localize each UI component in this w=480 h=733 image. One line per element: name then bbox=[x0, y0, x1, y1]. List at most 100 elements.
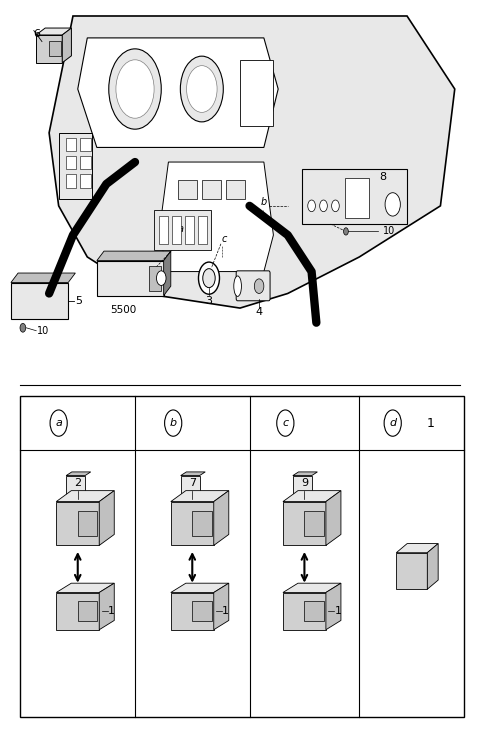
Circle shape bbox=[254, 279, 264, 293]
Text: a: a bbox=[177, 224, 183, 235]
Polygon shape bbox=[326, 490, 341, 545]
Polygon shape bbox=[180, 472, 205, 476]
Text: 10: 10 bbox=[383, 226, 396, 237]
Text: 1: 1 bbox=[108, 606, 115, 616]
Ellipse shape bbox=[234, 276, 241, 296]
Polygon shape bbox=[36, 28, 72, 35]
FancyBboxPatch shape bbox=[154, 210, 211, 250]
FancyBboxPatch shape bbox=[66, 476, 85, 494]
Polygon shape bbox=[283, 490, 341, 501]
Text: a: a bbox=[55, 418, 62, 428]
FancyBboxPatch shape bbox=[185, 216, 194, 244]
FancyBboxPatch shape bbox=[66, 174, 76, 188]
FancyBboxPatch shape bbox=[293, 476, 312, 494]
Polygon shape bbox=[164, 251, 171, 295]
Text: d: d bbox=[161, 221, 168, 231]
Text: 10: 10 bbox=[37, 326, 49, 336]
Text: 5500: 5500 bbox=[110, 304, 136, 314]
Circle shape bbox=[165, 410, 182, 436]
Circle shape bbox=[320, 200, 327, 212]
FancyBboxPatch shape bbox=[171, 592, 214, 630]
Text: b: b bbox=[169, 418, 177, 428]
Text: 4: 4 bbox=[255, 306, 263, 317]
Polygon shape bbox=[159, 162, 274, 271]
Polygon shape bbox=[56, 583, 114, 592]
FancyBboxPatch shape bbox=[11, 282, 68, 319]
Circle shape bbox=[156, 270, 166, 285]
FancyBboxPatch shape bbox=[56, 592, 99, 630]
Circle shape bbox=[344, 228, 348, 235]
FancyBboxPatch shape bbox=[302, 169, 407, 224]
Polygon shape bbox=[283, 583, 341, 592]
FancyBboxPatch shape bbox=[283, 501, 326, 545]
FancyBboxPatch shape bbox=[78, 601, 97, 622]
Text: 1: 1 bbox=[427, 416, 435, 430]
FancyBboxPatch shape bbox=[56, 501, 99, 545]
Circle shape bbox=[332, 200, 339, 212]
FancyBboxPatch shape bbox=[78, 512, 97, 536]
Polygon shape bbox=[427, 544, 438, 589]
Polygon shape bbox=[214, 583, 229, 630]
Polygon shape bbox=[97, 251, 171, 261]
FancyBboxPatch shape bbox=[180, 476, 200, 494]
Text: 7: 7 bbox=[189, 479, 196, 488]
FancyBboxPatch shape bbox=[66, 156, 76, 169]
Text: 1: 1 bbox=[335, 606, 341, 616]
Text: 8: 8 bbox=[380, 172, 387, 182]
FancyBboxPatch shape bbox=[49, 41, 61, 56]
Polygon shape bbox=[56, 490, 114, 501]
Text: 3: 3 bbox=[205, 296, 213, 306]
Polygon shape bbox=[396, 544, 438, 553]
FancyBboxPatch shape bbox=[66, 138, 76, 151]
Text: 2: 2 bbox=[74, 479, 81, 488]
FancyBboxPatch shape bbox=[171, 501, 214, 545]
FancyBboxPatch shape bbox=[59, 133, 92, 199]
FancyBboxPatch shape bbox=[226, 180, 245, 199]
FancyBboxPatch shape bbox=[97, 261, 164, 295]
Polygon shape bbox=[78, 38, 278, 147]
FancyBboxPatch shape bbox=[159, 216, 168, 244]
Text: 5: 5 bbox=[75, 296, 83, 306]
FancyBboxPatch shape bbox=[80, 138, 91, 151]
Text: 1: 1 bbox=[222, 606, 229, 616]
Polygon shape bbox=[49, 16, 455, 308]
FancyBboxPatch shape bbox=[80, 174, 91, 188]
Circle shape bbox=[277, 410, 294, 436]
FancyBboxPatch shape bbox=[304, 512, 324, 536]
Polygon shape bbox=[99, 490, 114, 545]
FancyBboxPatch shape bbox=[192, 512, 212, 536]
Circle shape bbox=[109, 49, 161, 129]
FancyBboxPatch shape bbox=[396, 553, 427, 589]
Polygon shape bbox=[66, 472, 91, 476]
Polygon shape bbox=[171, 490, 229, 501]
Circle shape bbox=[385, 193, 400, 216]
Text: d: d bbox=[389, 418, 396, 428]
Bar bbox=[21, 396, 464, 717]
FancyBboxPatch shape bbox=[236, 270, 270, 301]
Polygon shape bbox=[62, 28, 72, 63]
Circle shape bbox=[20, 323, 26, 332]
Polygon shape bbox=[99, 583, 114, 630]
Circle shape bbox=[50, 410, 67, 436]
FancyBboxPatch shape bbox=[149, 266, 161, 291]
Text: 9: 9 bbox=[301, 479, 308, 488]
FancyBboxPatch shape bbox=[202, 180, 221, 199]
Circle shape bbox=[116, 60, 154, 118]
Circle shape bbox=[199, 262, 219, 294]
FancyBboxPatch shape bbox=[172, 216, 181, 244]
FancyBboxPatch shape bbox=[80, 156, 91, 169]
FancyBboxPatch shape bbox=[283, 592, 326, 630]
FancyBboxPatch shape bbox=[178, 180, 197, 199]
FancyBboxPatch shape bbox=[198, 216, 207, 244]
Polygon shape bbox=[293, 472, 317, 476]
Circle shape bbox=[384, 410, 401, 436]
Text: b: b bbox=[261, 197, 267, 207]
Text: c: c bbox=[282, 418, 288, 428]
Polygon shape bbox=[171, 583, 229, 592]
FancyBboxPatch shape bbox=[192, 601, 212, 622]
Circle shape bbox=[180, 56, 223, 122]
Circle shape bbox=[203, 269, 215, 287]
Polygon shape bbox=[214, 490, 229, 545]
Text: c: c bbox=[222, 234, 228, 243]
Circle shape bbox=[187, 66, 217, 112]
